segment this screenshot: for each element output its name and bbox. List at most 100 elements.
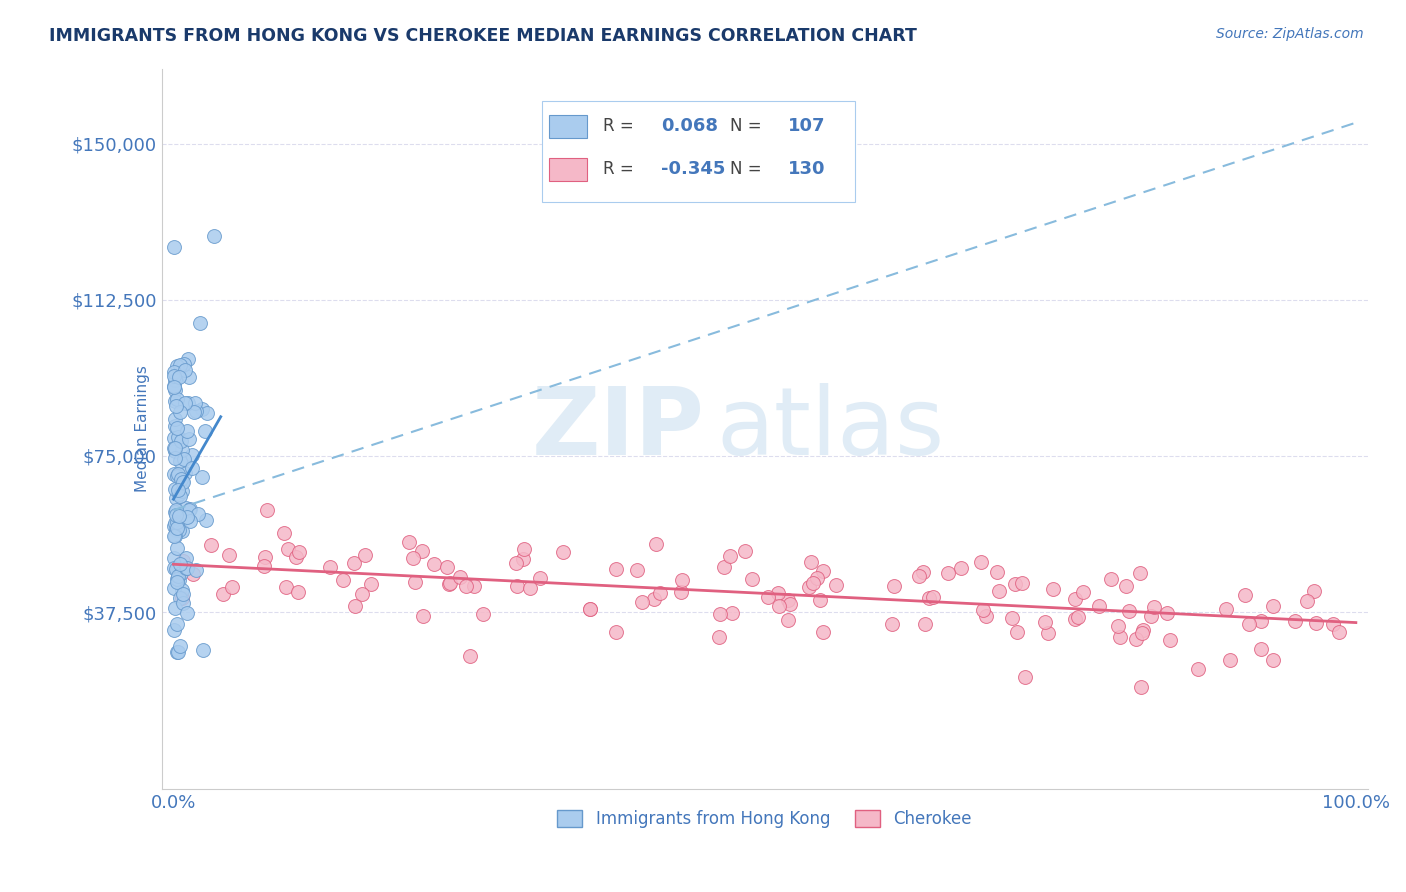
Point: [1063, 592, 1085, 607]
Point: [1014, 670, 1036, 684]
Point: [172, 475, 194, 489]
Point: [167, 483, 190, 498]
Point: [1215, 602, 1237, 616]
Point: [883, 579, 905, 593]
Point: [172, 587, 194, 601]
Point: [344, 599, 367, 613]
Point: [422, 558, 444, 572]
Point: [974, 609, 997, 624]
Point: [1004, 577, 1026, 591]
Point: [669, 585, 692, 599]
Point: [776, 613, 799, 627]
Point: [163, 393, 186, 408]
Point: [721, 606, 744, 620]
Point: [163, 384, 186, 398]
Point: [212, 586, 235, 600]
Point: [1099, 573, 1122, 587]
Point: [163, 378, 186, 392]
Point: [166, 572, 188, 586]
Point: [1159, 633, 1181, 648]
Point: [170, 524, 193, 538]
Point: [163, 443, 186, 458]
Point: [319, 560, 342, 574]
Point: [166, 541, 188, 555]
Point: [1064, 612, 1087, 626]
Text: R =: R =: [603, 117, 640, 136]
Point: [166, 467, 188, 481]
Point: [184, 563, 207, 577]
Point: [170, 582, 193, 597]
Point: [166, 575, 188, 590]
Point: [800, 555, 823, 569]
Point: [163, 379, 186, 393]
Point: [411, 544, 433, 558]
Point: [177, 432, 200, 446]
Text: N =: N =: [730, 117, 766, 136]
Point: [190, 470, 212, 484]
Point: [1250, 642, 1272, 657]
Point: [166, 359, 188, 374]
Point: [163, 365, 186, 379]
Point: [174, 467, 197, 481]
Point: [169, 405, 191, 419]
Point: [741, 572, 763, 586]
Point: [163, 368, 186, 383]
Point: [174, 561, 197, 575]
Point: [256, 502, 278, 516]
Text: R =: R =: [603, 161, 640, 178]
Point: [813, 624, 835, 639]
Point: [166, 617, 188, 632]
Point: [174, 550, 197, 565]
Point: [768, 586, 790, 600]
Point: [167, 508, 190, 523]
Point: [284, 550, 307, 565]
Point: [713, 559, 735, 574]
Point: [970, 555, 993, 569]
Point: [165, 529, 187, 543]
Point: [167, 573, 190, 587]
Point: [1284, 614, 1306, 628]
Point: [170, 434, 193, 449]
Point: [163, 419, 186, 434]
Point: [253, 558, 276, 573]
Point: [645, 537, 668, 551]
Point: [174, 363, 197, 377]
Point: [605, 625, 627, 640]
Point: [1130, 626, 1153, 640]
Point: [626, 564, 648, 578]
Point: [172, 442, 194, 457]
Point: [173, 451, 195, 466]
Point: [174, 396, 197, 410]
Point: [449, 570, 471, 584]
Point: [165, 508, 187, 522]
Point: [988, 583, 1011, 598]
Point: [1107, 619, 1129, 633]
Point: [519, 581, 541, 595]
Point: [1108, 630, 1130, 644]
Point: [1322, 617, 1344, 632]
Point: [174, 501, 197, 516]
Point: [505, 557, 527, 571]
Point: [354, 548, 377, 562]
Point: [463, 579, 485, 593]
Point: [200, 538, 222, 552]
Text: ZIP: ZIP: [531, 383, 704, 475]
Point: [513, 542, 536, 557]
Point: [163, 441, 186, 455]
Point: [172, 591, 194, 605]
Legend: Immigrants from Hong Kong, Cherokee: Immigrants from Hong Kong, Cherokee: [551, 804, 979, 835]
Point: [1219, 653, 1241, 667]
Point: [170, 566, 193, 580]
Point: [177, 351, 200, 366]
Point: [167, 523, 190, 537]
Point: [1071, 585, 1094, 599]
Point: [439, 577, 461, 591]
Point: [921, 590, 943, 604]
Point: [404, 574, 426, 589]
FancyBboxPatch shape: [548, 115, 588, 137]
Point: [1130, 680, 1153, 694]
Point: [643, 592, 665, 607]
Point: [176, 396, 198, 410]
Point: [512, 552, 534, 566]
Point: [176, 510, 198, 524]
